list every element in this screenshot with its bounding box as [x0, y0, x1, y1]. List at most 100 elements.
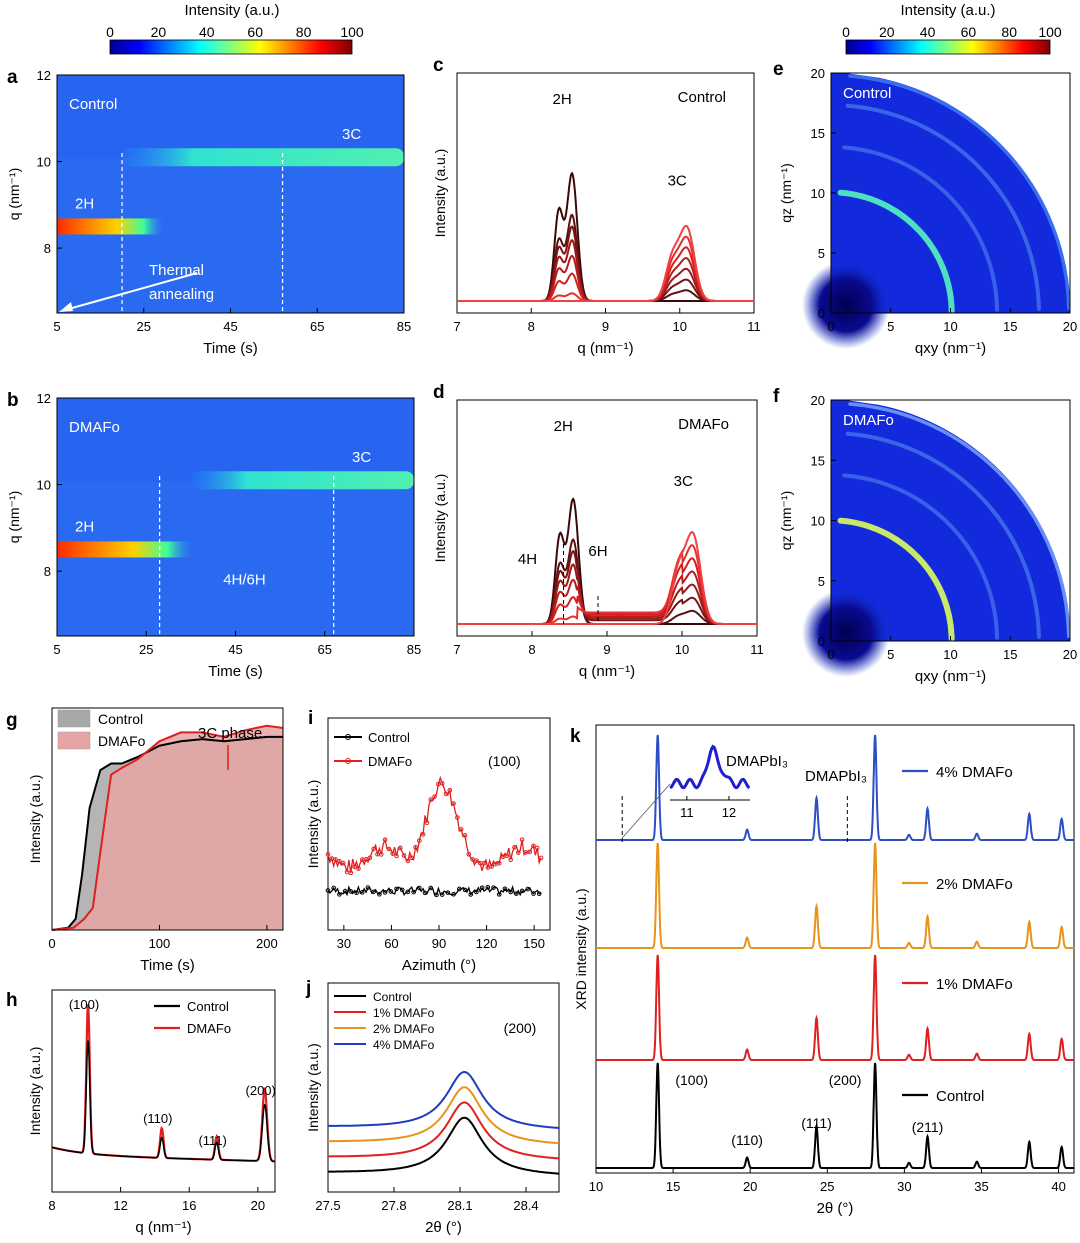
x-tick-label: 90: [432, 936, 446, 951]
diffraction-ring: [845, 103, 1041, 311]
peak-label: (200): [246, 1083, 276, 1098]
data-marker: [514, 891, 519, 896]
colorbar-right: Intensity (a.u.) 0 20 40 60 80 100: [842, 2, 1062, 55]
data-marker: [363, 857, 369, 862]
x-tick-label: 28.1: [447, 1198, 472, 1213]
xrd-line: [596, 954, 1074, 1061]
data-marker: [409, 855, 415, 861]
y-axis-label: Intensity (a.u.): [432, 474, 448, 563]
legend-label: Control: [373, 990, 412, 1004]
y-axis-label: qz (nm⁻¹): [778, 491, 794, 551]
inset-tick-label: 11: [680, 805, 694, 820]
plot-frame: [51, 707, 284, 931]
annotation: (200): [504, 1020, 537, 1036]
panel-a: a 2H 3C Control Thermal annealing 5 25 45 65 85 8 10…: [6, 67, 411, 357]
data-marker: [455, 815, 460, 820]
peak-label: 2H: [552, 91, 571, 108]
x-tick-label: 9: [603, 642, 610, 657]
data-marker: [365, 885, 371, 890]
x-tick-label: 45: [228, 642, 242, 657]
data-marker: [413, 844, 418, 850]
legend-label: 4% DMAFo: [373, 1038, 435, 1052]
x-tick-label: 15: [666, 1179, 680, 1194]
x-tick-label: 25: [137, 319, 151, 334]
data-marker: [388, 889, 394, 894]
panel-label: h: [6, 990, 18, 1011]
panel-label: e: [773, 59, 784, 80]
legend-label: Control: [98, 711, 143, 727]
x-tick-label: 5: [887, 647, 894, 662]
legend-label: DMAFo: [98, 733, 146, 749]
data-marker: [485, 884, 491, 890]
data-marker: [348, 870, 354, 876]
data-marker: [386, 846, 392, 852]
heatmap-condition-label: DMAFo: [69, 419, 120, 436]
x-tick-label: 85: [397, 319, 411, 334]
area-dmafo: [52, 725, 283, 930]
data-marker: [443, 791, 449, 797]
x-tick-label: 85: [407, 642, 421, 657]
panel-label: b: [7, 390, 19, 411]
data-marker: [417, 838, 422, 843]
beamstop-shadow: [802, 589, 890, 677]
y-tick-label: 5: [818, 246, 825, 261]
inset-tick-label: 12: [722, 805, 736, 820]
annotation: 3C phase: [198, 725, 262, 742]
spectrum-line: [457, 224, 754, 302]
colorbar-tick-label: 20: [879, 24, 895, 40]
data-marker: [382, 837, 388, 843]
data-marker: [337, 892, 342, 897]
legend-label: 1% DMAFo: [373, 1006, 435, 1020]
panel-h: h (100) (110) (111) (200) Control DMAFo 8 12 16 20…: [6, 989, 276, 1236]
data-marker: [525, 886, 531, 892]
diffraction-ring: [842, 145, 1000, 312]
data-marker: [356, 866, 361, 871]
data-marker: [470, 857, 475, 862]
plot-frame: [327, 982, 560, 1193]
panel-b: b 2H 3C 4H/6H DMAFo 5 25 45 65 85 8 10 12 q (nm⁻¹) Tim…: [6, 390, 421, 680]
x-tick-label: 28.4: [513, 1198, 538, 1213]
x-tick-label: 8: [528, 642, 535, 657]
legend-label: 1% DMAFo: [936, 976, 1013, 993]
x-tick-label: 15: [1003, 647, 1017, 662]
data-marker: [337, 858, 342, 864]
line-control: [51, 735, 283, 931]
inset-line: [669, 744, 751, 790]
peak-label: (110): [143, 1111, 172, 1126]
y-tick-label: 15: [811, 126, 825, 141]
data-marker: [378, 852, 384, 857]
y-axis-label: XRD intensity (a.u.): [573, 888, 589, 1009]
x-tick-label: 5: [53, 319, 60, 334]
peak-label: 2H: [554, 418, 573, 435]
colorbar-gradient: [845, 39, 1051, 55]
y-axis-label: Intensity (a.u.): [305, 780, 321, 869]
x-tick-label: 27.8: [381, 1198, 406, 1213]
data-marker: [527, 849, 533, 855]
colorbar-tick-label: 100: [340, 24, 364, 40]
x-tick-label: 40: [1051, 1179, 1065, 1194]
data-marker: [439, 892, 445, 897]
data-marker: [333, 857, 338, 862]
peak-label: (100): [69, 997, 99, 1012]
diffraction-ring: [837, 517, 955, 642]
x-tick-label: 200: [256, 936, 278, 951]
x-tick-label: 25: [139, 642, 153, 657]
y-tick-label: 12: [37, 391, 51, 406]
annotation: annealing: [149, 286, 214, 303]
data-marker: [519, 888, 525, 894]
colorbar-tick-label: 0: [106, 24, 114, 40]
data-marker: [456, 886, 462, 892]
annotation: Thermal: [149, 262, 204, 279]
data-marker: [481, 860, 487, 866]
panel-f: f DMAFo 0 5 10 15 20 0 5 10 15 20 qz (nm⁻¹) qxy (nm⁻¹…: [773, 386, 1077, 685]
y-tick-label: 15: [811, 453, 825, 468]
panel-label: c: [433, 55, 444, 76]
panel-i: i Control DMAFo (100) 30 60 90 120 150 Intensity …: [305, 708, 551, 974]
x-tick-label: 0: [48, 936, 55, 951]
xrd-line: [596, 1062, 1074, 1169]
data-marker: [489, 864, 494, 869]
x-tick-label: 11: [750, 642, 764, 657]
peak-label: (211): [912, 1119, 944, 1135]
colorbar-tick-label: 0: [842, 24, 850, 40]
